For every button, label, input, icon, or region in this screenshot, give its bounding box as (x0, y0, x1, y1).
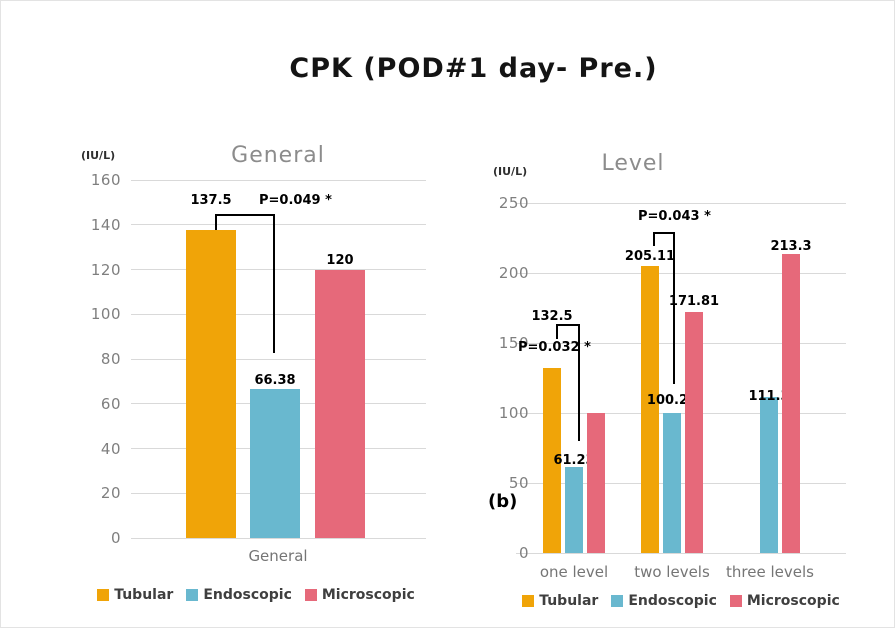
legend-label: Endoscopic (203, 587, 292, 603)
y-tick-label: 100 (90, 305, 121, 324)
significance-bracket-line (215, 214, 217, 230)
legend: Tubular Endoscopic Microscopic (481, 593, 881, 609)
p-value-label: P=0.032 * (518, 340, 591, 355)
y-tick-label: 140 (90, 215, 121, 234)
bar-value-label: 120 (326, 252, 354, 268)
legend-swatch-tubular (522, 595, 535, 607)
bar-value-label: 61.23 (553, 453, 595, 469)
y-tick-label: 200 (498, 264, 529, 282)
bar-endoscopic-one-level (565, 467, 583, 553)
legend-item-endoscopic: Endoscopic (186, 587, 292, 603)
y-tick-label: 160 (90, 171, 121, 189)
bar-endoscopic-two-levels (663, 412, 681, 553)
gridline (516, 272, 846, 274)
y-tick-label: 20 (100, 484, 121, 503)
bar-microscopic-general (315, 269, 365, 538)
gridline (516, 552, 846, 554)
bar-endoscopic-three-levels (760, 397, 778, 553)
legend-item-endoscopic: Endoscopic (611, 593, 717, 609)
y-axis-unit-label: (IU/L) (493, 165, 528, 178)
figure-title: CPK (POD#1 day- Pre.) (289, 53, 658, 84)
significance-bracket-line (673, 232, 675, 384)
gridline (516, 482, 846, 484)
legend-swatch-microscopic (304, 589, 317, 601)
legend-label: Endoscopic (628, 593, 717, 609)
bar-value-label: 111.3 (748, 389, 790, 405)
bar-value-label: 137.5 (190, 193, 232, 209)
bar-value-label: 171.81 (668, 294, 720, 310)
significance-bracket-line (215, 214, 275, 216)
x-tick-label-one-level: one level (539, 563, 609, 581)
x-tick-label-general: General (248, 547, 308, 565)
bar-microscopic-one-level (587, 413, 605, 553)
y-tick-label: 100 (498, 404, 529, 422)
gridline (131, 358, 426, 360)
gridline (516, 412, 846, 414)
y-tick-label: 120 (90, 260, 121, 279)
bar-microscopic-three-levels (782, 254, 800, 553)
significance-bracket-line (273, 214, 275, 353)
legend-swatch-microscopic (729, 595, 742, 607)
significance-bracket-line (578, 324, 580, 441)
legend-label: Microscopic (321, 587, 415, 603)
bar-value-label: 100.23 (646, 392, 698, 408)
bar-value-label: 132.5 (531, 308, 573, 324)
significance-bracket-line (653, 232, 675, 234)
chart-level: 250 200 150 100 50 0 (IU/L) Level 132.5 61.23 one … (481, 151, 881, 621)
significance-bracket-line (556, 324, 580, 326)
y-tick-label: 0 (110, 529, 121, 547)
bar-tubular-general (186, 230, 236, 538)
gridline (131, 224, 426, 226)
gridline (131, 537, 426, 539)
gridline (131, 179, 426, 181)
y-axis-unit-label: (IU/L) (81, 149, 116, 162)
significance-bracket-line (556, 324, 558, 339)
chart-title: General (231, 143, 325, 168)
gridline (131, 269, 426, 270)
legend-item-microscopic: Microscopic (729, 593, 840, 609)
legend-label: Tubular (114, 587, 174, 603)
chart-general: 160 140 120 100 80 60 40 20 0 (IU/L) General 137.5 6… (76, 141, 436, 621)
bar-tubular-one-level (543, 367, 561, 553)
y-tick-label: 250 (498, 194, 529, 212)
panel-label: (b) (488, 491, 518, 512)
y-tick-label: 0 (518, 544, 529, 562)
gridline (131, 313, 426, 315)
x-tick-label-three-levels: three levels (726, 563, 814, 581)
y-tick-label: 80 (100, 350, 121, 368)
bar-microscopic-two-levels (685, 312, 703, 553)
bar-endoscopic-general (250, 389, 300, 538)
legend-swatch-endoscopic (186, 589, 199, 601)
legend-label: Microscopic (746, 593, 840, 609)
y-tick-label: 60 (100, 394, 121, 413)
y-tick-label: 50 (508, 474, 529, 492)
x-tick-label-two-levels: two levels (634, 563, 710, 581)
y-tick-label: 150 (498, 334, 529, 352)
chart-title: Level (601, 151, 665, 176)
bar-value-label: 66.38 (254, 373, 296, 389)
bar-tubular-two-levels (641, 265, 659, 553)
legend-item-tubular: Tubular (97, 587, 173, 603)
bar-value-label: 205.11 (624, 248, 676, 264)
significance-bracket-line (653, 232, 655, 246)
legend: Tubular Endoscopic Microscopic (76, 587, 436, 603)
legend-item-tubular: Tubular (522, 593, 598, 609)
gridline (516, 202, 846, 204)
legend-item-microscopic: Microscopic (304, 587, 415, 603)
p-value-label: P=0.043 * (638, 209, 711, 224)
legend-label: Tubular (539, 593, 599, 609)
p-value-label: P=0.049 * (259, 193, 332, 208)
y-tick-label: 40 (100, 439, 121, 458)
legend-swatch-endoscopic (611, 595, 624, 607)
bar-value-label: 213.3 (770, 239, 812, 255)
gridline (516, 342, 846, 344)
legend-swatch-tubular (97, 589, 110, 601)
